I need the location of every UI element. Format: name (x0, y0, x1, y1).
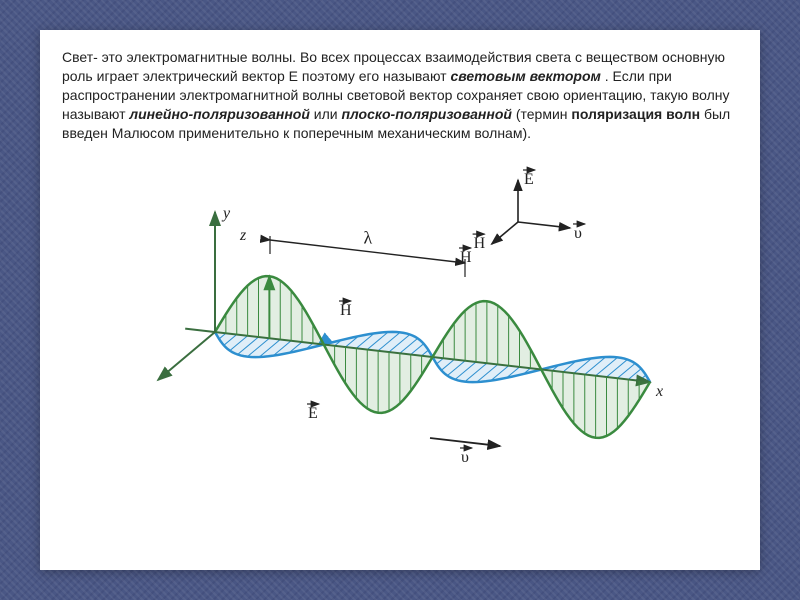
svg-text:H: H (474, 236, 486, 253)
em-term-3: плоско-поляризованной (341, 106, 511, 122)
svg-text:λ: λ (364, 228, 373, 248)
em-term-2: линейно-поляризованной (129, 106, 309, 122)
svg-text:H: H (460, 249, 472, 266)
em-wave-diagram: yz x λ H E H E Hυ υ (120, 150, 680, 470)
svg-text:E: E (524, 171, 534, 188)
svg-text:y: y (221, 205, 231, 222)
svg-text:υ: υ (574, 225, 582, 242)
svg-text:z: z (239, 227, 247, 244)
main-paragraph: Свет- это электромагнитные волны. Во все… (62, 48, 738, 142)
slide: Свет- это электромагнитные волны. Во все… (40, 30, 760, 570)
svg-text:H: H (340, 302, 352, 319)
svg-text:υ: υ (461, 449, 469, 466)
svg-text:E: E (308, 405, 318, 422)
em-term-1: световым вектором (450, 68, 600, 84)
svg-text:x: x (655, 383, 663, 400)
text-seg: или (314, 106, 342, 122)
text-seg: (термин (516, 106, 572, 122)
diagram-container: yz x λ H E H E Hυ υ (62, 150, 738, 470)
bold-term-1: поляризация волн (571, 106, 700, 122)
